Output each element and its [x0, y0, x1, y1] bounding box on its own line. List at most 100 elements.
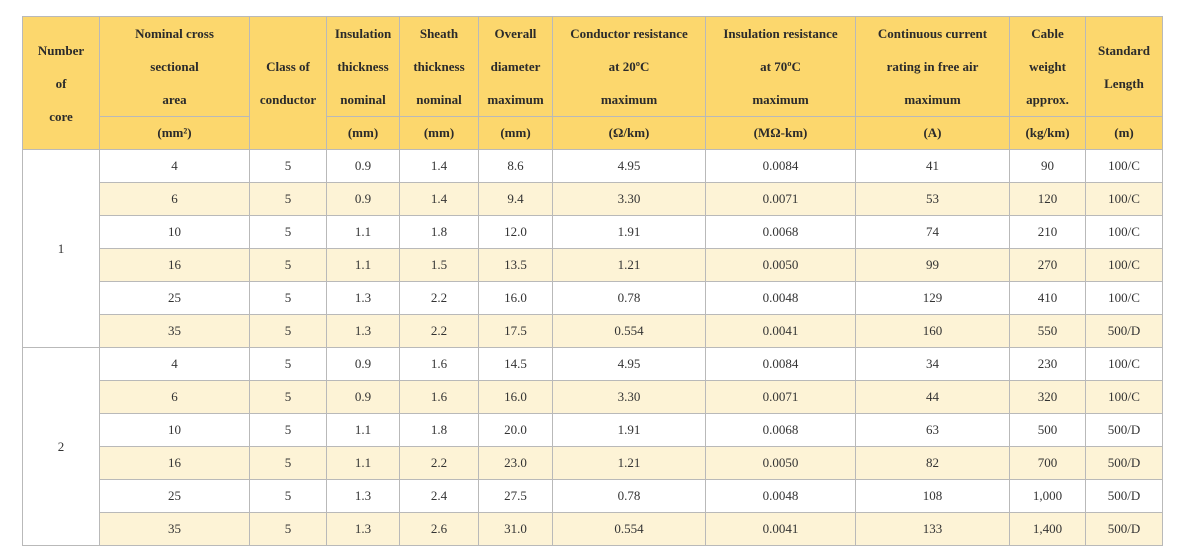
col-header-number-of-core: Number of core — [22, 16, 100, 150]
table-cell: 9.4 — [478, 182, 553, 216]
table-cell: 5 — [249, 380, 327, 414]
table-cell: 270 — [1009, 248, 1086, 282]
col-header-cable-weight: Cable weight approx. — [1009, 16, 1086, 117]
table-cell: 1.6 — [399, 347, 479, 381]
table-body: 1 4 5 0.9 1.4 8.6 4.95 0.0084 41 90 100/C 6 5 0.9 1.4 9… — [22, 149, 1163, 546]
table-cell: 1,000 — [1009, 479, 1086, 513]
table-cell: 13.5 — [478, 248, 553, 282]
table-cell: 1.3 — [326, 314, 400, 348]
table-cell: 5 — [249, 215, 327, 249]
table-cell: 35 — [99, 512, 250, 546]
table-cell: 74 — [855, 215, 1010, 249]
table-cell: 0.554 — [552, 314, 706, 348]
table-cell: 0.0050 — [705, 446, 856, 480]
table-row: 1 4 5 0.9 1.4 8.6 4.95 0.0084 41 90 100/C — [22, 149, 1163, 348]
table-cell: 0.78 — [552, 281, 706, 315]
table-cell: 0.0071 — [705, 182, 856, 216]
table-cell: 100/C — [1085, 281, 1163, 315]
table-cell: 210 — [1009, 215, 1086, 249]
unit-insulation-resistance: (MΩ-km) — [705, 116, 856, 150]
table-row: 6 5 0.9 1.4 9.4 3.30 0.0071 53 120 100/C — [23, 182, 1163, 216]
table-cell: 500/D — [1085, 446, 1163, 480]
table-cell: 16.0 — [478, 281, 553, 315]
table-cell: 0.0041 — [705, 314, 856, 348]
table-cell: 320 — [1009, 380, 1086, 414]
table-cell: 550 — [1009, 314, 1086, 348]
table-cell: 4.95 — [552, 347, 706, 381]
unit-overall-diameter: (mm) — [478, 116, 553, 150]
table-cell: 20.0 — [478, 413, 553, 447]
table-cell: 0.0071 — [705, 380, 856, 414]
table-cell: 17.5 — [478, 314, 553, 348]
table-cell: 700 — [1009, 446, 1086, 480]
table-cell: 0.554 — [552, 512, 706, 546]
table-cell: 8.6 — [478, 149, 553, 183]
table-cell: 500/D — [1085, 413, 1163, 447]
unit-standard-length: (m) — [1085, 116, 1163, 150]
table-cell: 31.0 — [478, 512, 553, 546]
table-row: 25 5 1.3 2.4 27.5 0.78 0.0048 108 1,000 500/D — [23, 479, 1163, 513]
table-row: 35 5 1.3 2.2 17.5 0.554 0.0041 160 550 500/D — [23, 314, 1163, 348]
table-cell: 5 — [249, 347, 327, 381]
table-cell: 1,400 — [1009, 512, 1086, 546]
table-cell: 99 — [855, 248, 1010, 282]
table-cell: 25 — [99, 479, 250, 513]
table-cell: 2.2 — [399, 314, 479, 348]
table-cell: 0.0084 — [705, 149, 856, 183]
table-cell: 4.95 — [552, 149, 706, 183]
table-cell: 3.30 — [552, 182, 706, 216]
table-cell: 133 — [855, 512, 1010, 546]
table-cell: 82 — [855, 446, 1010, 480]
table-cell: 35 — [99, 314, 250, 348]
table-cell: 5 — [249, 149, 327, 183]
col-header-insulation-resistance: Insulation resistance at 70ºC maximum — [705, 16, 856, 117]
unit-insulation-thickness: (mm) — [326, 116, 400, 150]
table-cell: 16 — [99, 248, 250, 282]
col-header-sheath-thickness: Sheath thickness nominal — [399, 16, 479, 117]
table-cell: 100/C — [1085, 149, 1163, 183]
table-cell: 0.0048 — [705, 281, 856, 315]
table-cell: 1.8 — [399, 413, 479, 447]
cable-spec-table: Number of core Nominal cross sectional a… — [22, 16, 1163, 546]
table-row: 25 5 1.3 2.2 16.0 0.78 0.0048 129 410 100/C — [23, 281, 1163, 315]
table-cell: 2.4 — [399, 479, 479, 513]
col-header-class-of-conductor: Class of conductor — [249, 16, 327, 150]
table-cell: 5 — [249, 479, 327, 513]
table-row: 10 5 1.1 1.8 20.0 1.91 0.0068 63 500 500/D — [23, 413, 1163, 447]
table-cell: 5 — [249, 248, 327, 282]
table-cell: 108 — [855, 479, 1010, 513]
table-cell: 1.4 — [399, 149, 479, 183]
table-row: 16 5 1.1 1.5 13.5 1.21 0.0050 99 270 100/C — [23, 248, 1163, 282]
core-count-cell: 2 — [22, 347, 100, 546]
table-cell: 1.1 — [326, 446, 400, 480]
table-row: 6 5 0.9 1.6 16.0 3.30 0.0071 44 320 100/C — [23, 380, 1163, 414]
table-cell: 5 — [249, 413, 327, 447]
table-cell: 5 — [249, 182, 327, 216]
table-cell: 90 — [1009, 149, 1086, 183]
table-cell: 0.0050 — [705, 248, 856, 282]
table-row: 2 4 5 0.9 1.6 14.5 4.95 0.0084 34 230 100/C — [22, 347, 1163, 546]
table-cell: 1.8 — [399, 215, 479, 249]
unit-sheath-thickness: (mm) — [399, 116, 479, 150]
table-row: 16 5 1.1 2.2 23.0 1.21 0.0050 82 700 500/D — [23, 446, 1163, 480]
table-cell: 100/C — [1085, 182, 1163, 216]
table-cell: 2.2 — [399, 281, 479, 315]
table-cell: 1.1 — [326, 248, 400, 282]
table-cell: 5 — [249, 281, 327, 315]
table-cell: 1.1 — [326, 413, 400, 447]
table-cell: 0.0084 — [705, 347, 856, 381]
col-header-overall-diameter: Overall diameter maximum — [478, 16, 553, 117]
unit-current-rating: (A) — [855, 116, 1010, 150]
table-cell: 1.21 — [552, 446, 706, 480]
table-cell: 500/D — [1085, 314, 1163, 348]
table-cell: 500/D — [1085, 512, 1163, 546]
table-cell: 16 — [99, 446, 250, 480]
table-cell: 0.9 — [326, 182, 400, 216]
table-cell: 120 — [1009, 182, 1086, 216]
unit-conductor-resistance: (Ω/km) — [552, 116, 706, 150]
header-label-row: Number of core Nominal cross sectional a… — [22, 16, 1163, 150]
table-cell: 5 — [249, 446, 327, 480]
table-cell: 63 — [855, 413, 1010, 447]
table-cell: 1.1 — [326, 215, 400, 249]
table-cell: 410 — [1009, 281, 1086, 315]
